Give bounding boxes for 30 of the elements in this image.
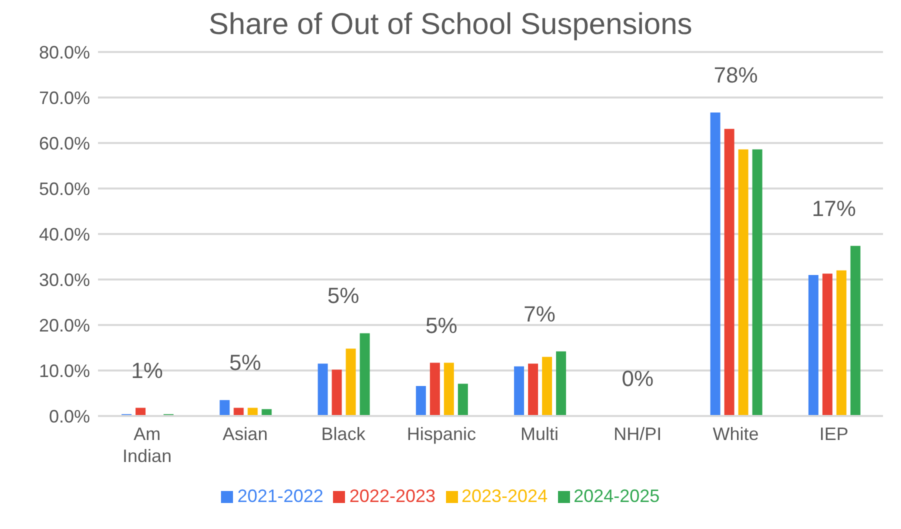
x-tick-label: Am Indian [122,424,172,466]
y-tick-label: 50.0% [38,178,90,199]
x-tick-label: IEP [819,424,848,444]
y-tick-label: 0.0% [48,406,90,426]
x-tick-label: White [712,424,759,444]
y-tick-label: 30.0% [38,270,90,290]
y-tick-label: 10.0% [38,360,90,381]
y-tick-label: 40.0% [38,224,90,244]
annotation: 1% [131,358,163,383]
annotation: 5% [327,283,360,308]
annotation: 0% [622,366,654,391]
x-tick-label: NH/PI [614,424,662,444]
annotation: 5% [426,312,458,338]
annotation: 5% [229,350,262,376]
y-tick-label: 80.0% [38,42,90,62]
x-tick-label: Hispanic [406,424,476,444]
annotation: 7% [524,301,556,326]
legend-label: 2024-2025 [574,486,660,506]
legend-label: 2023-2024 [462,486,548,506]
annotation: 17% [812,196,856,221]
x-tick-label: Black [321,424,366,444]
annotation: 78% [714,62,758,88]
x-tick-label: Asian [222,424,268,444]
legend-label: 2021-2022 [237,486,324,506]
chart-title: Share of Out of School Suspensions [208,8,694,42]
x-tick-label: Multi [520,424,559,444]
y-tick-label: 20.0% [38,315,90,336]
y-tick-label: 70.0% [38,88,90,108]
y-tick-label: 60.0% [38,133,90,154]
legend-label: 2022-2023 [349,486,436,506]
